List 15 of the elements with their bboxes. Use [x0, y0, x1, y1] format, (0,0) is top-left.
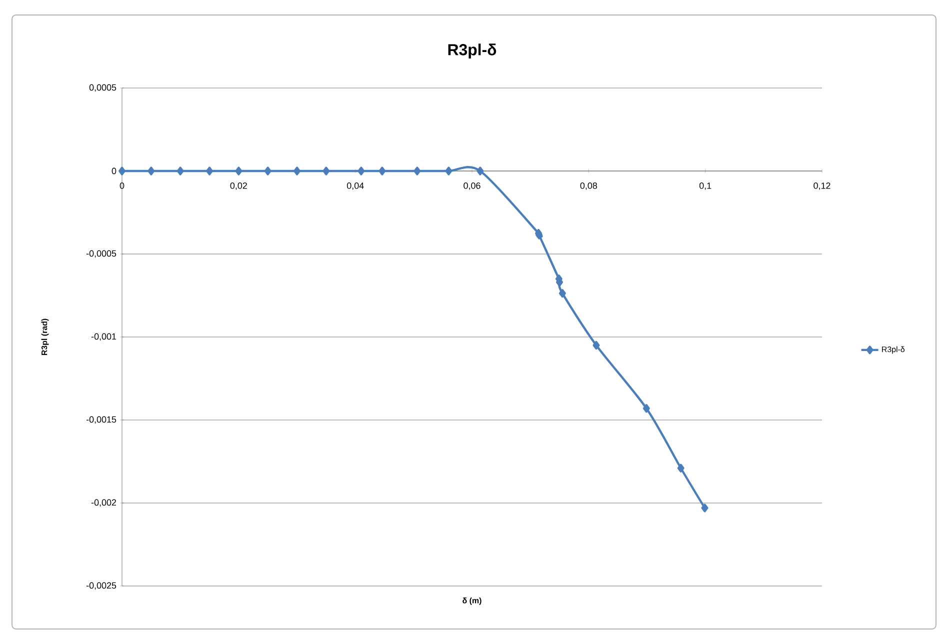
x-tick-label: 0,04	[346, 182, 364, 190]
y-tick-label: -0,0005	[86, 250, 116, 258]
x-tick-label: 0,02	[230, 182, 247, 190]
y-tick-label: -0,001	[91, 333, 116, 341]
x-tick-label: 0,1	[699, 182, 712, 190]
y-tick-label: 0	[112, 168, 116, 174]
y-tick-label: -0,0015	[86, 416, 116, 424]
y-tick-label: -0,002	[91, 499, 116, 507]
x-tick-label: 0,06	[464, 182, 480, 190]
x-tick-label: 0,12	[814, 182, 830, 190]
x-tick-label: 0	[120, 182, 124, 189]
y-tick-label: -0,0025	[86, 582, 116, 590]
y-tick-label: 0,0005	[89, 84, 116, 92]
x-tick-label: 0,08	[580, 182, 598, 190]
chart-title: R3pl-δ	[448, 44, 496, 58]
